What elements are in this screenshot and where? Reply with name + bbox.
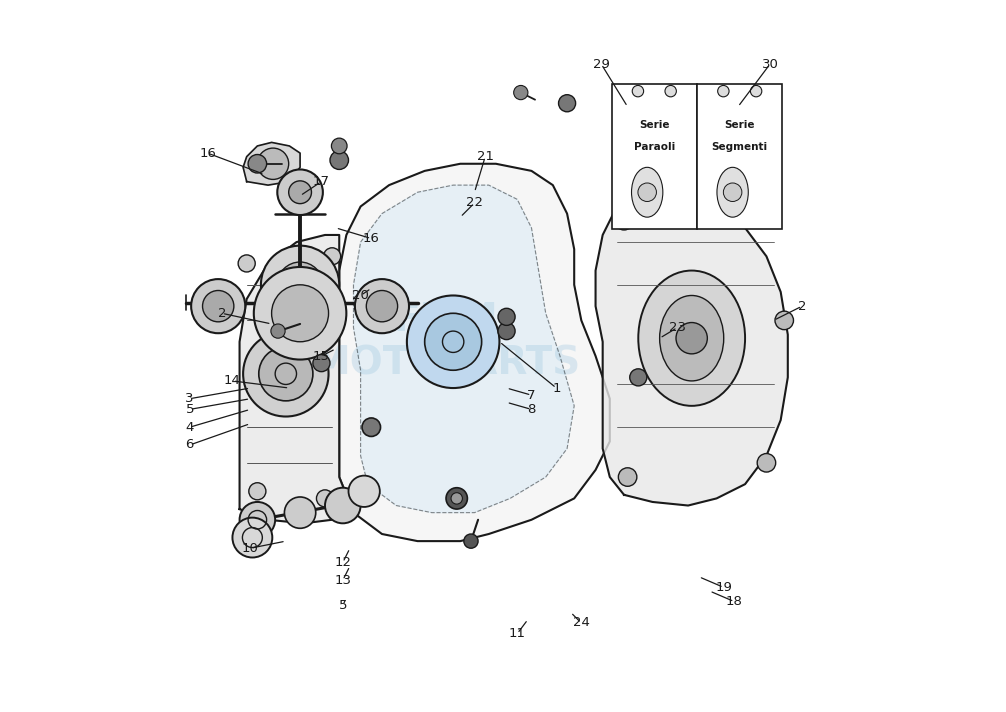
Circle shape [325, 488, 360, 523]
Polygon shape [596, 192, 788, 506]
Circle shape [285, 497, 316, 528]
Ellipse shape [638, 271, 745, 406]
Circle shape [750, 85, 762, 97]
Circle shape [278, 262, 323, 308]
Text: 17: 17 [313, 175, 330, 188]
Polygon shape [239, 235, 353, 523]
Circle shape [699, 120, 713, 135]
Circle shape [366, 290, 397, 322]
Text: Paraoli: Paraoli [634, 142, 675, 152]
Circle shape [317, 490, 334, 507]
Circle shape [425, 313, 482, 370]
Text: 23: 23 [669, 321, 686, 334]
Circle shape [272, 285, 329, 342]
Text: Segmenti: Segmenti [711, 142, 768, 152]
Text: 16: 16 [199, 147, 216, 159]
Circle shape [619, 468, 637, 486]
Polygon shape [243, 142, 300, 185]
Text: 12: 12 [334, 556, 351, 569]
Text: 8: 8 [527, 403, 535, 416]
Circle shape [498, 323, 515, 340]
Text: Serie: Serie [724, 120, 754, 130]
Text: 13: 13 [334, 574, 351, 587]
Circle shape [238, 255, 256, 272]
Text: 4: 4 [185, 421, 194, 434]
Circle shape [232, 518, 273, 557]
Circle shape [261, 246, 339, 324]
Circle shape [638, 183, 657, 201]
Circle shape [324, 248, 341, 265]
FancyBboxPatch shape [612, 84, 697, 229]
Circle shape [331, 138, 347, 154]
Circle shape [278, 169, 323, 215]
Circle shape [313, 355, 330, 372]
Circle shape [665, 85, 676, 97]
Polygon shape [339, 164, 610, 541]
Circle shape [715, 127, 732, 144]
Circle shape [676, 323, 707, 354]
Text: 29: 29 [593, 58, 610, 70]
Text: 18: 18 [726, 595, 742, 608]
Circle shape [758, 454, 776, 472]
Text: Serie: Serie [639, 120, 670, 130]
Circle shape [498, 308, 515, 325]
Text: 15: 15 [313, 350, 330, 362]
Text: 30: 30 [762, 58, 779, 70]
Circle shape [289, 181, 312, 204]
Text: 5: 5 [185, 403, 194, 416]
Circle shape [243, 331, 329, 417]
Circle shape [202, 290, 233, 322]
Circle shape [248, 155, 267, 173]
Ellipse shape [632, 167, 663, 217]
Circle shape [514, 85, 528, 100]
Text: 10: 10 [241, 542, 259, 555]
Text: 24: 24 [572, 617, 590, 629]
Text: 21: 21 [477, 150, 494, 163]
Polygon shape [353, 185, 574, 513]
Text: 16: 16 [363, 232, 379, 245]
Circle shape [717, 85, 729, 97]
Circle shape [348, 476, 380, 507]
Circle shape [775, 311, 794, 330]
Circle shape [254, 267, 346, 360]
Circle shape [271, 324, 285, 338]
Circle shape [630, 369, 647, 386]
Circle shape [239, 502, 276, 538]
Circle shape [632, 85, 644, 97]
Text: 2: 2 [798, 300, 806, 313]
Text: 3: 3 [185, 392, 194, 405]
Text: 20: 20 [352, 289, 369, 302]
Circle shape [355, 279, 409, 333]
Circle shape [723, 183, 741, 201]
Circle shape [558, 95, 575, 112]
Text: 22: 22 [466, 197, 483, 209]
Circle shape [258, 148, 289, 179]
Text: 2: 2 [217, 307, 226, 320]
Text: 5: 5 [339, 599, 347, 612]
Text: 6: 6 [185, 439, 194, 451]
Circle shape [330, 151, 348, 169]
Text: 19: 19 [715, 581, 732, 594]
Circle shape [259, 347, 313, 401]
Text: 1: 1 [552, 382, 560, 394]
Circle shape [446, 488, 468, 509]
Text: 11: 11 [509, 627, 526, 640]
Circle shape [451, 493, 463, 504]
Text: 7: 7 [527, 389, 536, 402]
Text: FLIM
MOTOPARTS: FLIM MOTOPARTS [312, 300, 580, 383]
Circle shape [728, 190, 747, 209]
Ellipse shape [660, 295, 723, 381]
Circle shape [362, 418, 380, 436]
Circle shape [248, 483, 266, 500]
Circle shape [191, 279, 245, 333]
Circle shape [464, 534, 478, 548]
FancyBboxPatch shape [697, 84, 782, 229]
Text: 14: 14 [224, 375, 240, 387]
Ellipse shape [717, 167, 748, 217]
Circle shape [406, 295, 499, 388]
Circle shape [615, 211, 634, 230]
